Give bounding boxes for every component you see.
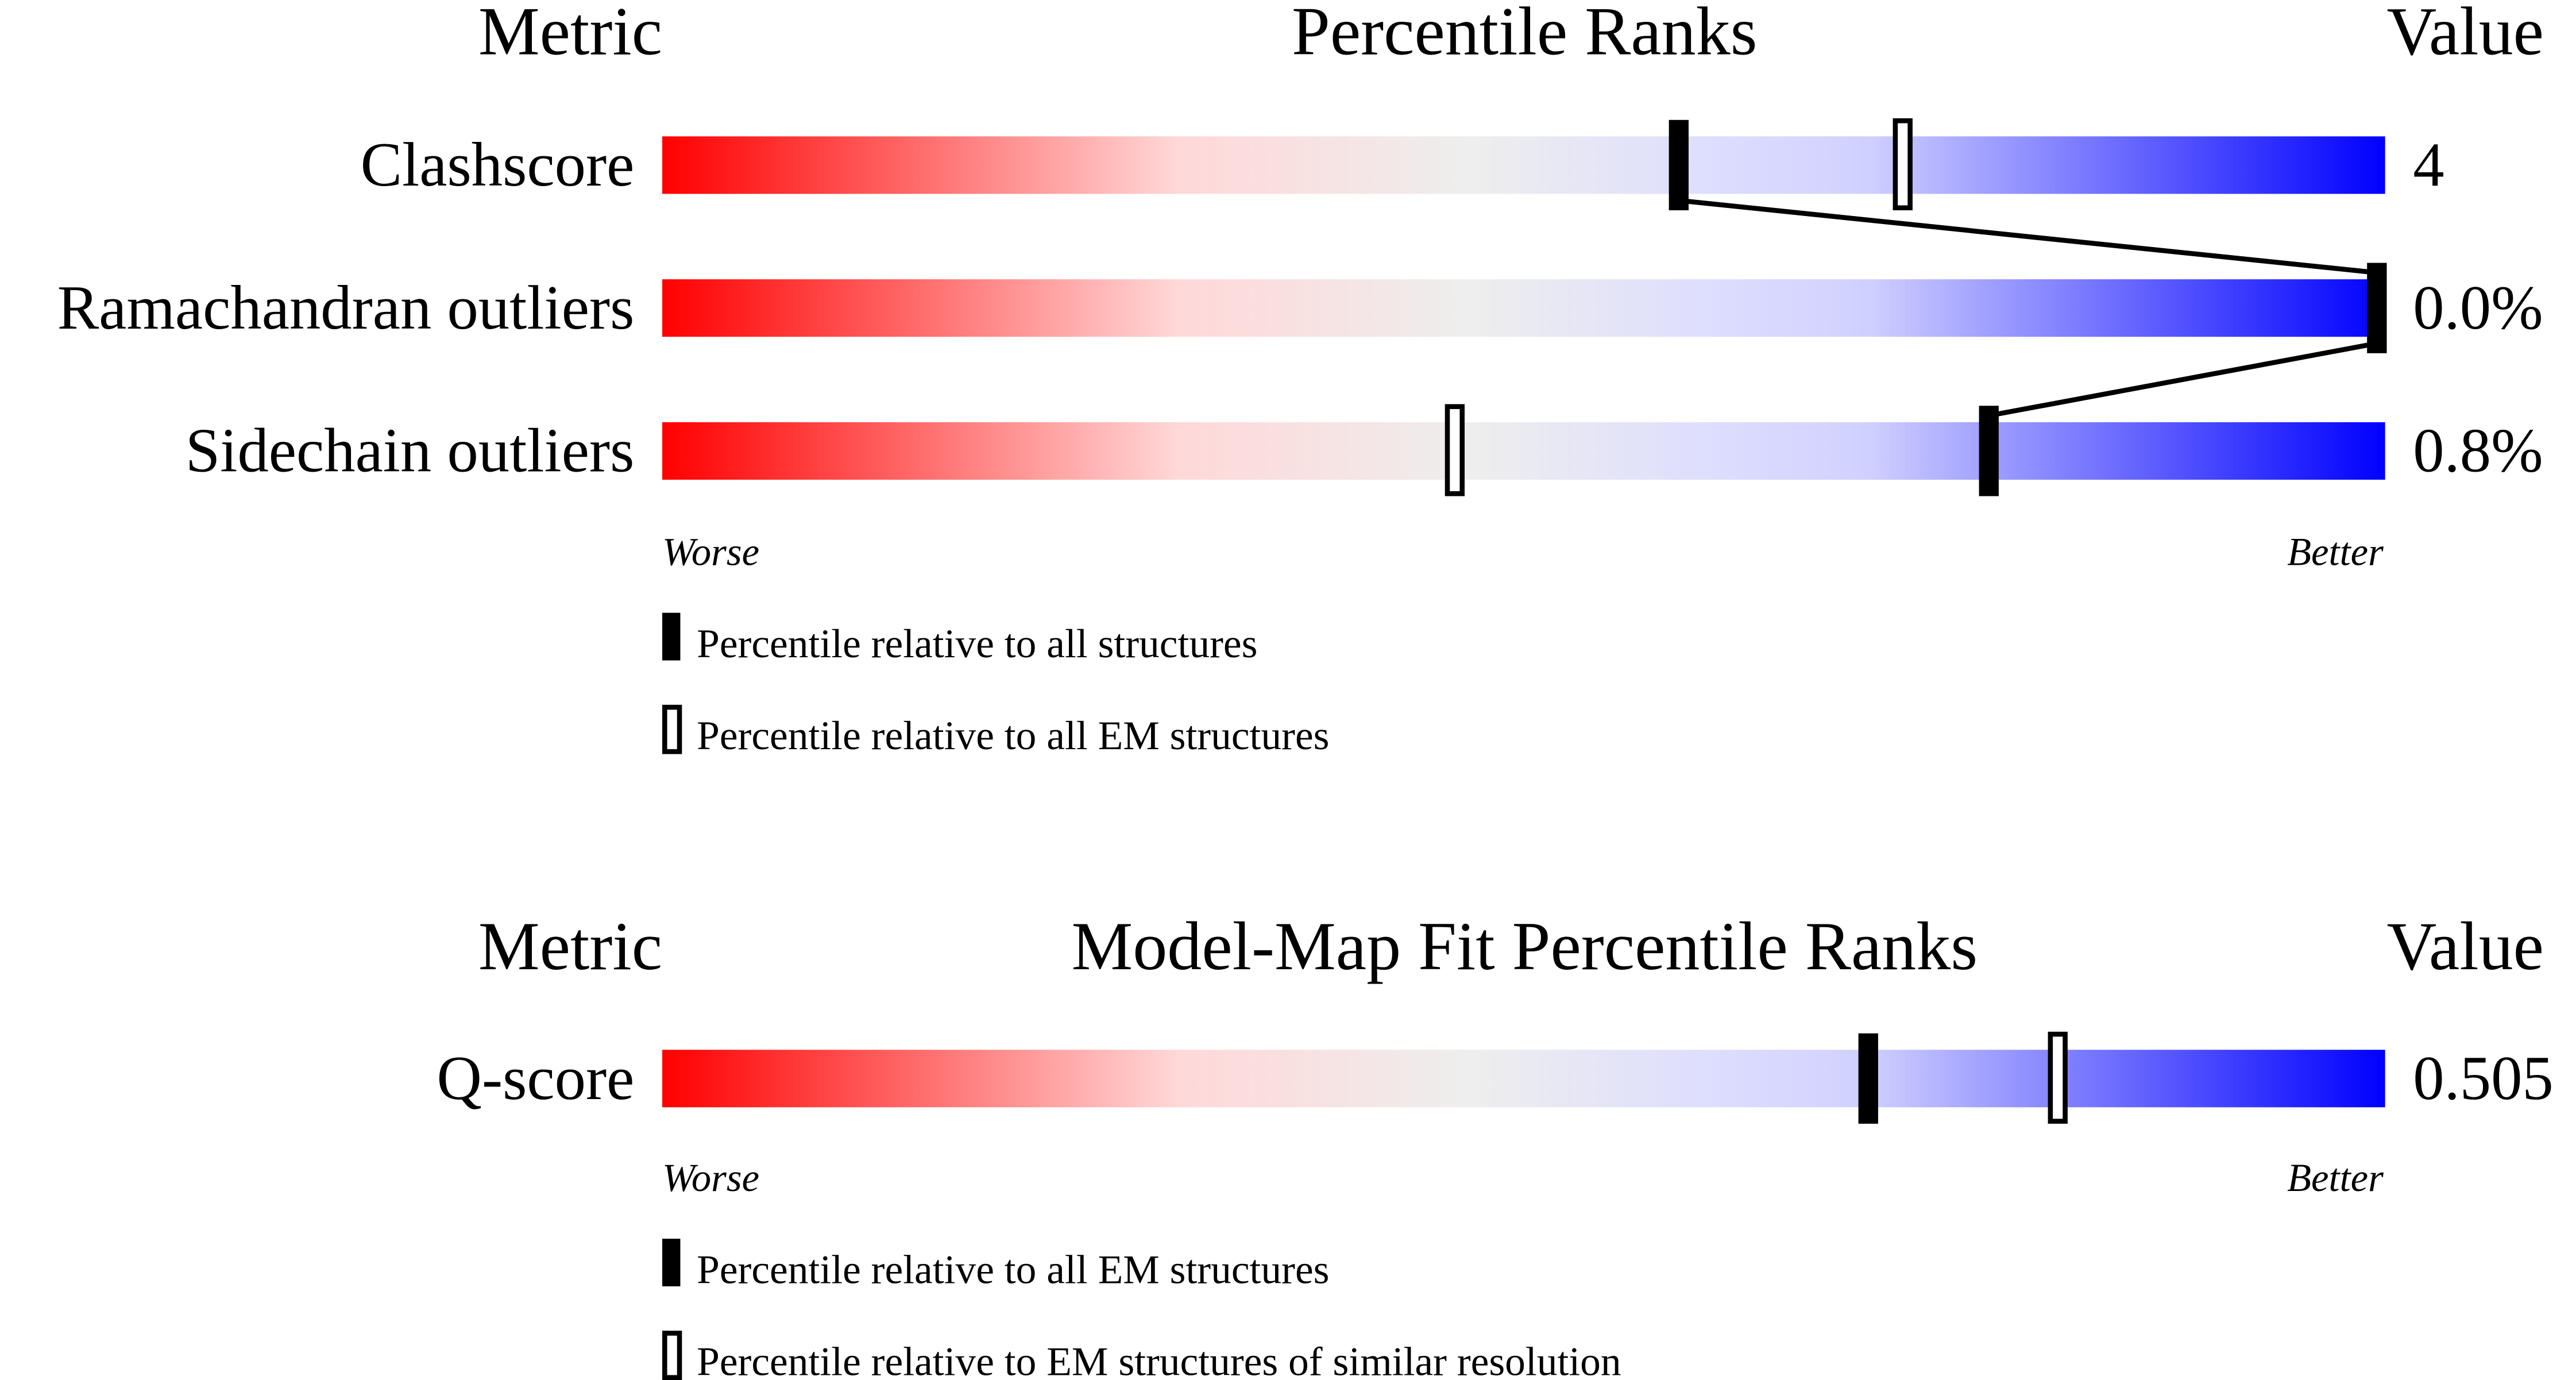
percentile-bar bbox=[662, 279, 2385, 337]
legend-text: Percentile relative to all EM structures bbox=[697, 713, 1329, 758]
worse-label: Worse bbox=[662, 530, 759, 574]
em-percentile-marker bbox=[1445, 404, 1465, 496]
legend-text: Percentile relative to all structures bbox=[697, 621, 1257, 666]
connector-line bbox=[1988, 341, 2378, 418]
em-percentile-marker bbox=[1893, 118, 1913, 211]
all-percentile-marker bbox=[1858, 1033, 1878, 1124]
metric-label: Ramachandran outliers bbox=[57, 273, 635, 342]
better-label: Better bbox=[2287, 530, 2384, 574]
chart-title: Percentile Ranks bbox=[1292, 0, 1757, 69]
metric-value: 4 bbox=[2413, 130, 2444, 199]
legend-filled-marker bbox=[662, 612, 681, 661]
worse-label: Worse bbox=[662, 1156, 759, 1200]
legend-filled-marker bbox=[662, 1239, 681, 1287]
legend-open-marker bbox=[662, 704, 682, 754]
metric-label: Sidechain outliers bbox=[186, 416, 635, 485]
metric-row: Clashscore 4 bbox=[361, 118, 2444, 211]
value-header: Value bbox=[2387, 908, 2544, 984]
metric-value: 0.0% bbox=[2413, 273, 2543, 342]
metric-header: Metric bbox=[478, 0, 662, 69]
percentile-bar bbox=[662, 422, 2385, 480]
percentile-bar bbox=[662, 1050, 2385, 1108]
all-percentile-marker bbox=[1669, 120, 1689, 211]
metric-value: 0.505 bbox=[2413, 1043, 2553, 1113]
better-label: Better bbox=[2287, 1156, 2384, 1200]
legend-open-marker bbox=[662, 1331, 682, 1380]
metric-row: Ramachandran outliers 0.0% bbox=[57, 263, 2543, 353]
percentile-bar bbox=[662, 136, 2385, 194]
chart-title: Model-Map Fit Percentile Ranks bbox=[1071, 908, 1978, 984]
panel-geometry: Metric Percentile Ranks Value Clashscore… bbox=[57, 0, 2544, 758]
legend-text: Percentile relative to all EM structures bbox=[697, 1247, 1329, 1292]
all-percentile-marker bbox=[1979, 406, 1999, 496]
metric-row: Sidechain outliers 0.8% bbox=[186, 404, 2543, 496]
metric-header: Metric bbox=[478, 908, 662, 984]
panel-model-map-fit: Metric Model-Map Fit Percentile Ranks Va… bbox=[437, 908, 2554, 1380]
metric-label: Clashscore bbox=[361, 130, 635, 199]
metric-value: 0.8% bbox=[2413, 416, 2543, 485]
metric-label: Q-score bbox=[437, 1043, 635, 1113]
all-percentile-marker bbox=[2367, 263, 2387, 353]
em-percentile-marker bbox=[2048, 1031, 2068, 1124]
connector-line bbox=[1678, 198, 2377, 275]
metric-row: Q-score 0.505 bbox=[437, 1031, 2554, 1124]
value-header: Value bbox=[2387, 0, 2544, 69]
legend-text: Percentile relative to EM structures of … bbox=[697, 1339, 1621, 1380]
